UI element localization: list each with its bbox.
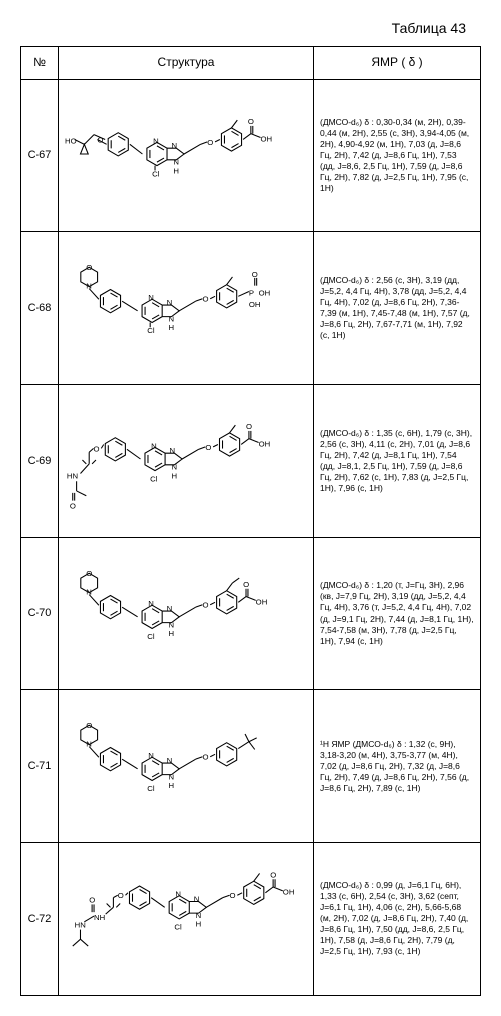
structure-cell: OHONNHNClOOOH [59, 79, 314, 232]
svg-text:HO: HO [65, 136, 77, 145]
svg-text:O: O [70, 501, 76, 510]
structure-cell: HNONHONNHNClOOOH [59, 843, 314, 996]
compound-id: C-67 [21, 79, 59, 232]
header-num: № [21, 47, 59, 80]
svg-text:O: O [252, 270, 258, 279]
svg-text:N: N [148, 293, 154, 302]
table-row: C-69HNOONNHNClOOOH(ДМСО-d₆) δ : 1,35 (с,… [21, 384, 481, 537]
svg-text:N: N [169, 773, 175, 782]
svg-text:O: O [89, 896, 95, 905]
svg-text:O: O [94, 444, 100, 453]
nmr-data: (ДМСО-d₆) δ : 1,35 (с, 6H), 1,79 (с, 3H)… [314, 384, 481, 537]
svg-text:O: O [270, 870, 276, 879]
svg-text:H: H [171, 471, 177, 480]
svg-text:N: N [153, 136, 159, 145]
svg-text:H: H [169, 629, 175, 638]
svg-text:N: N [171, 463, 177, 472]
svg-text:HN: HN [67, 471, 78, 480]
svg-text:O: O [86, 722, 92, 731]
svg-text:O: O [205, 443, 211, 452]
svg-text:H: H [173, 166, 179, 175]
svg-text:N: N [151, 441, 157, 450]
compound-id: C-69 [21, 384, 59, 537]
svg-text:N: N [171, 141, 177, 150]
compound-id: C-68 [21, 232, 59, 385]
svg-text:Cl: Cl [152, 169, 160, 178]
svg-text:O: O [118, 891, 124, 900]
compound-id: C-72 [21, 843, 59, 996]
compound-id: C-71 [21, 690, 59, 843]
svg-text:O: O [202, 295, 208, 304]
svg-text:N: N [167, 604, 173, 613]
structure-cell: ONNNHNClOOOH [59, 537, 314, 690]
svg-text:N: N [194, 895, 200, 904]
svg-text:N: N [167, 298, 173, 307]
svg-text:O: O [248, 117, 254, 126]
svg-text:OH: OH [283, 888, 295, 897]
svg-text:HN: HN [75, 921, 86, 930]
svg-text:Cl: Cl [174, 923, 182, 932]
svg-text:NH: NH [94, 913, 105, 922]
svg-text:Cl: Cl [150, 474, 158, 483]
svg-text:O: O [202, 753, 208, 762]
table-row: C-71ONNNHNClO¹H ЯМР (ДМСО-d₆) δ : 1,32 (… [21, 690, 481, 843]
svg-text:O: O [202, 600, 208, 609]
header-struct: Структура [59, 47, 314, 80]
table-title: Таблица 43 [20, 20, 481, 36]
nmr-data: (ДМСО-d₆) δ : 0,99 (д, J=6,1 Гц, 6H), 1,… [314, 843, 481, 996]
svg-text:OH: OH [261, 134, 273, 143]
svg-text:N: N [170, 446, 176, 455]
svg-text:OH: OH [249, 300, 261, 309]
svg-text:N: N [169, 620, 175, 629]
compound-id: C-70 [21, 537, 59, 690]
svg-text:P: P [249, 289, 254, 298]
svg-text:H: H [196, 920, 202, 929]
structure-cell: ONNNHNClOPOOHOH [59, 232, 314, 385]
svg-text:H: H [169, 782, 175, 791]
svg-text:O: O [207, 137, 213, 146]
structure-cell: ONNNHNClO [59, 690, 314, 843]
table-row: C-67OHONNHNClOOOH(ДМСО-d₆) δ : 0,30-0,34… [21, 79, 481, 232]
nmr-data: ¹H ЯМР (ДМСО-d₆) δ : 1,32 (с, 9H), 3,18-… [314, 690, 481, 843]
svg-text:N: N [169, 315, 175, 324]
svg-text:N: N [167, 756, 173, 765]
svg-text:N: N [148, 752, 154, 761]
svg-text:N: N [173, 157, 179, 166]
svg-text:OH: OH [259, 439, 271, 448]
header-nmr: ЯМР ( δ ) [314, 47, 481, 80]
table-row: C-70ONNNHNClOOOH(ДМСО-d₆) δ : 1,20 (т, J… [21, 537, 481, 690]
svg-text:OH: OH [259, 289, 271, 298]
svg-text:O: O [86, 263, 92, 272]
svg-text:Cl: Cl [147, 784, 155, 793]
svg-text:H: H [169, 323, 175, 332]
table-row: C-68ONNNHNClOPOOHOH(ДМСО-d₆) δ : 2,56 (с… [21, 232, 481, 385]
svg-text:Cl: Cl [147, 632, 155, 641]
svg-text:Cl: Cl [147, 326, 155, 335]
nmr-data: (ДМСО-d₆) δ : 0,30-0,34 (м, 2H), 0,39-0,… [314, 79, 481, 232]
svg-text:N: N [196, 911, 202, 920]
nmr-table: № Структура ЯМР ( δ ) C-67OHONNHNClOOOH(… [20, 46, 481, 996]
svg-text:N: N [175, 890, 181, 899]
structure-cell: HNOONNHNClOOOH [59, 384, 314, 537]
svg-text:O: O [243, 579, 249, 588]
svg-text:O: O [86, 569, 92, 578]
nmr-data: (ДМСО-d₆) δ : 2,56 (с, 3H), 3,19 (дд, J=… [314, 232, 481, 385]
nmr-data: (ДМСО-d₆) δ : 1,20 (т, J=Гц, 3H), 2,96 (… [314, 537, 481, 690]
table-row: C-72HNONHONNHNClOOOH(ДМСО-d₆) δ : 0,99 (… [21, 843, 481, 996]
svg-text:O: O [246, 422, 252, 431]
svg-text:N: N [148, 599, 154, 608]
svg-text:OH: OH [256, 597, 268, 606]
svg-text:O: O [230, 891, 236, 900]
